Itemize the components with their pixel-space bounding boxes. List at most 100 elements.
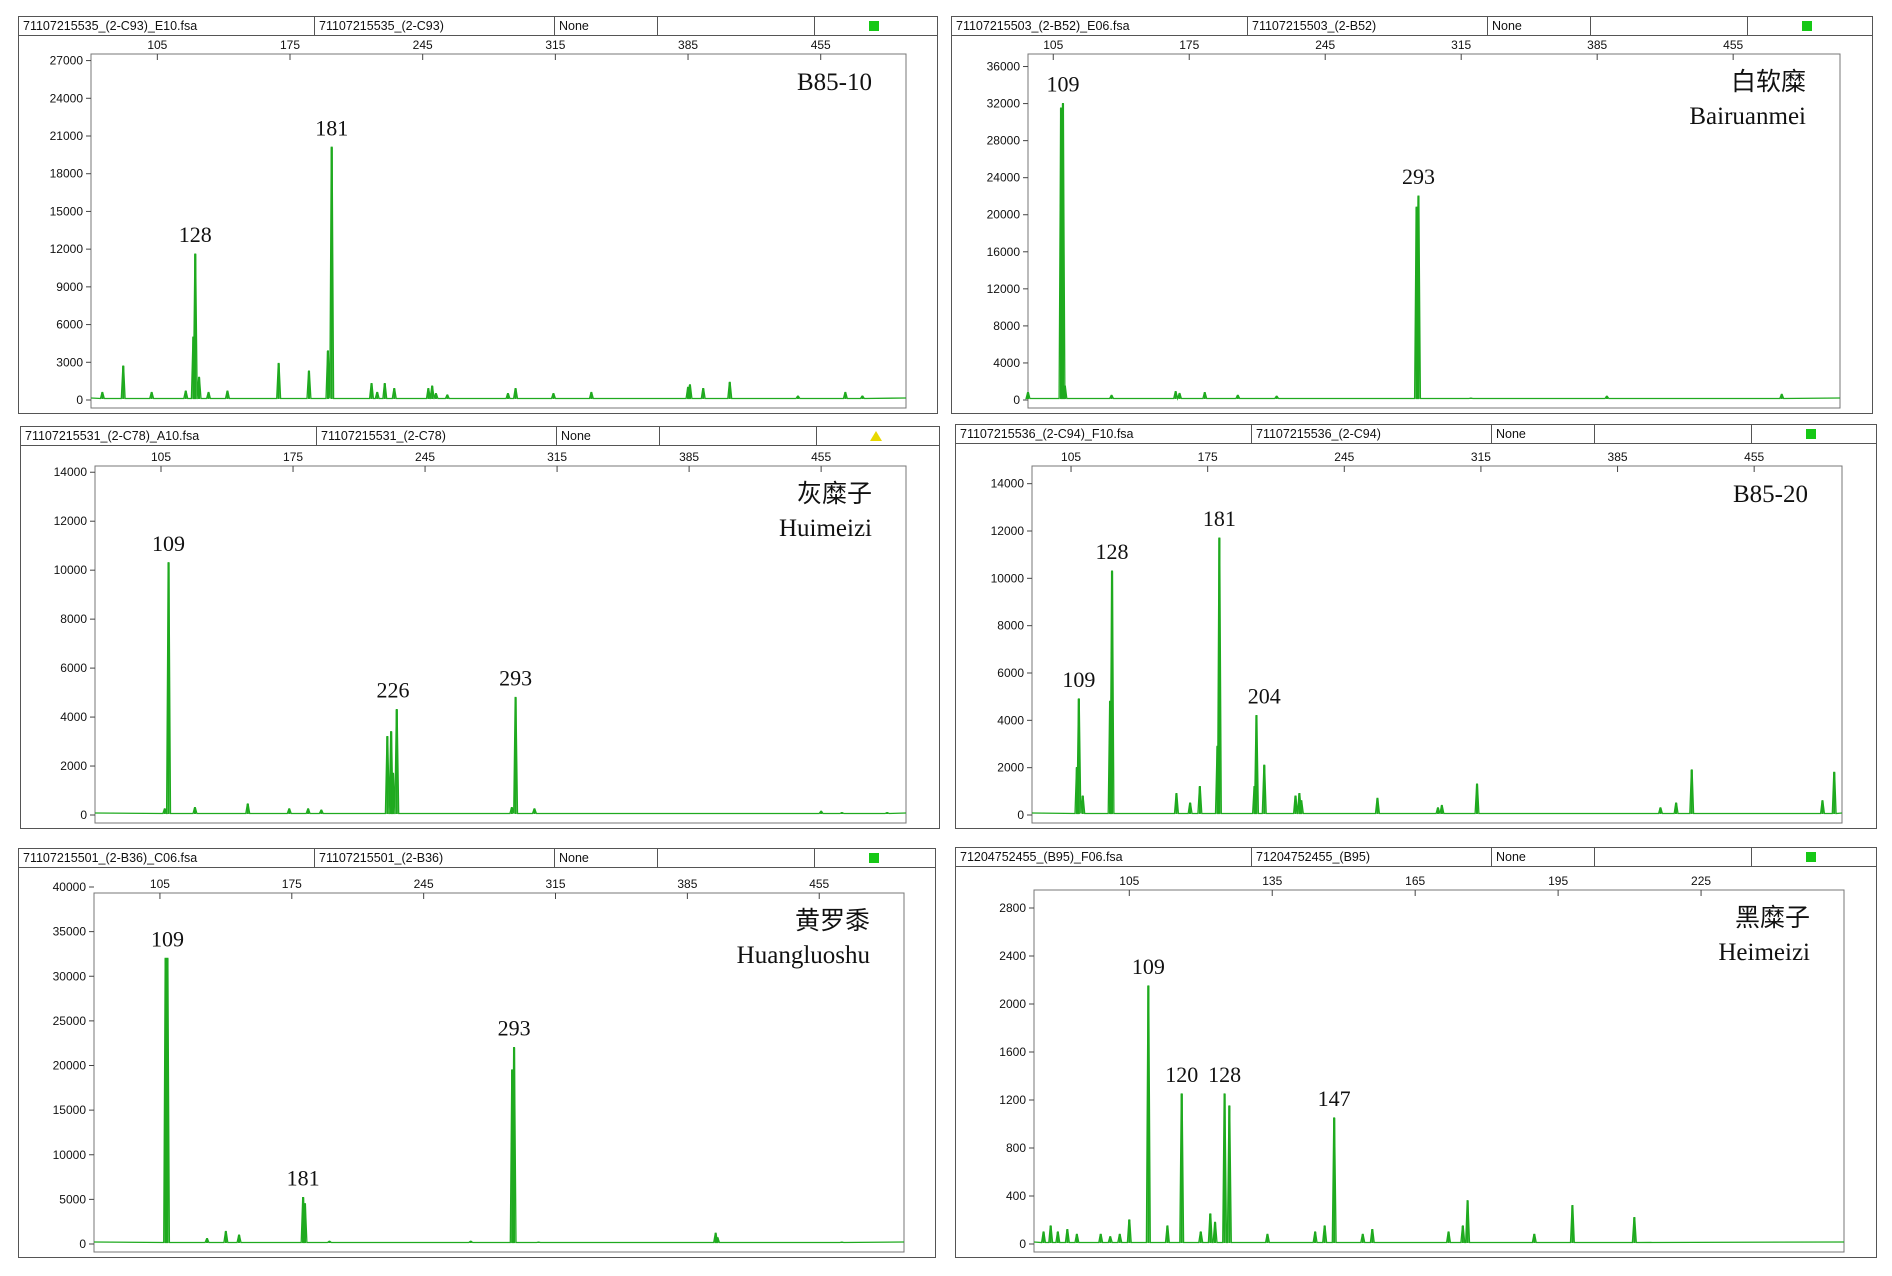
x-tick-label: 455 bbox=[1744, 450, 1764, 464]
peak-size-label: 181 bbox=[287, 1166, 320, 1191]
y-tick-label: 1200 bbox=[999, 1093, 1026, 1107]
peak-size-label: 120 bbox=[1165, 1062, 1198, 1087]
panel-header: 71107215536_(2-C94)_F10.fsa 71107215536_… bbox=[956, 425, 1876, 444]
y-tick-label: 0 bbox=[79, 1237, 86, 1251]
peak-size-label: 147 bbox=[1318, 1086, 1351, 1111]
x-tick-label: 385 bbox=[1608, 450, 1628, 464]
sample-name: 灰糜子 bbox=[797, 480, 872, 508]
y-tick-label: 2000 bbox=[997, 761, 1024, 775]
x-tick-label: 175 bbox=[283, 450, 303, 464]
size-standard: None bbox=[561, 429, 591, 443]
peak-size-label: 109 bbox=[152, 531, 185, 556]
plot-frame bbox=[90, 53, 907, 409]
size-standard: None bbox=[1492, 19, 1522, 33]
x-tick-label: 385 bbox=[678, 38, 698, 52]
sample-id: 71204752455_(B95) bbox=[1256, 850, 1370, 864]
y-tick-label: 12000 bbox=[54, 514, 88, 528]
x-tick-label: 315 bbox=[1451, 38, 1471, 52]
x-tick-label: 245 bbox=[414, 877, 434, 891]
peak-size-label: 293 bbox=[499, 665, 532, 690]
file-name: 71107215536_(2-C94)_F10.fsa bbox=[960, 427, 1134, 441]
x-tick-label: 315 bbox=[547, 450, 567, 464]
x-tick-label: 245 bbox=[1334, 450, 1354, 464]
y-tick-label: 1600 bbox=[999, 1045, 1026, 1059]
y-tick-label: 6000 bbox=[60, 661, 87, 675]
y-tick-label: 21000 bbox=[50, 129, 84, 143]
panel-6: 71204752455_(B95)_F06.fsa 71204752455_(B… bbox=[955, 847, 1877, 1258]
signal-trace bbox=[93, 957, 905, 1244]
y-tick-label: 10000 bbox=[53, 1148, 87, 1162]
x-tick-label: 105 bbox=[151, 450, 171, 464]
sample-name: 白软糜 bbox=[1731, 68, 1806, 96]
panel-4: 71107215536_(2-C94)_F10.fsa 71107215536_… bbox=[955, 424, 1877, 829]
peak-size-label: 109 bbox=[1132, 954, 1165, 979]
y-tick-label: 4000 bbox=[997, 713, 1024, 727]
size-standard: None bbox=[559, 19, 589, 33]
y-tick-label: 14000 bbox=[54, 465, 88, 479]
y-tick-label: 3000 bbox=[56, 355, 83, 369]
x-tick-label: 455 bbox=[809, 877, 829, 891]
y-tick-label: 25000 bbox=[53, 1014, 87, 1028]
x-tick-label: 225 bbox=[1691, 874, 1711, 888]
panel-header: 71204752455_(B95)_F06.fsa 71204752455_(B… bbox=[956, 848, 1876, 867]
electropherogram: 105 175 245 315 385 455 0 5000 10000 15000 20000 25… bbox=[53, 877, 905, 1253]
y-tick-label: 10000 bbox=[991, 571, 1025, 585]
x-tick-label: 315 bbox=[545, 877, 565, 891]
status-indicator-icon bbox=[1802, 21, 1812, 31]
y-tick-label: 10000 bbox=[54, 563, 88, 577]
x-tick-label: 165 bbox=[1405, 874, 1425, 888]
status-indicator-icon bbox=[869, 853, 879, 863]
x-tick-label: 385 bbox=[677, 877, 697, 891]
peak-size-label: 293 bbox=[1402, 164, 1435, 189]
peak-size-label: 293 bbox=[498, 1016, 531, 1041]
electropherogram: 105 175 245 315 385 455 0 2000 4000 6000 8000 10000… bbox=[54, 450, 907, 824]
x-tick-label: 385 bbox=[679, 450, 699, 464]
y-tick-label: 0 bbox=[80, 808, 87, 822]
sample-name: B85-10 bbox=[797, 69, 872, 96]
y-tick-label: 0 bbox=[1019, 1237, 1026, 1251]
y-tick-label: 8000 bbox=[997, 619, 1024, 633]
status-indicator-icon bbox=[1806, 852, 1816, 862]
y-tick-label: 35000 bbox=[53, 925, 87, 939]
x-tick-label: 105 bbox=[1043, 38, 1063, 52]
file-name: 71204752455_(B95)_F06.fsa bbox=[960, 850, 1123, 864]
sample-name: Huangluoshu bbox=[737, 942, 871, 969]
y-tick-label: 0 bbox=[76, 393, 83, 407]
peak-size-label: 226 bbox=[376, 678, 409, 703]
warning-triangle-icon bbox=[870, 431, 882, 441]
y-tick-label: 9000 bbox=[56, 280, 83, 294]
file-name: 71107215531_(2-C78)_A10.fsa bbox=[25, 429, 200, 443]
plot-frame bbox=[1031, 465, 1843, 824]
sample-id: 71107215503_(2-B52) bbox=[1252, 19, 1377, 33]
size-standard: None bbox=[1496, 850, 1526, 864]
sample-name: Bairuanmei bbox=[1689, 103, 1806, 130]
sample-name: Huimeizi bbox=[779, 515, 872, 542]
signal-trace bbox=[1033, 985, 1845, 1244]
peak-size-label: 109 bbox=[1062, 667, 1095, 692]
x-tick-label: 175 bbox=[1179, 38, 1199, 52]
y-tick-label: 8000 bbox=[60, 612, 87, 626]
x-tick-label: 245 bbox=[1315, 38, 1335, 52]
y-tick-label: 28000 bbox=[987, 134, 1021, 148]
peak-size-label: 109 bbox=[1046, 72, 1079, 97]
peak-size-label: 109 bbox=[151, 926, 184, 951]
peak-size-label: 128 bbox=[1096, 539, 1129, 564]
plot-frame bbox=[94, 465, 907, 824]
signal-trace bbox=[1025, 102, 1841, 401]
size-standard: None bbox=[559, 851, 589, 865]
y-tick-label: 8000 bbox=[993, 319, 1020, 333]
y-tick-label: 6000 bbox=[997, 666, 1024, 680]
x-tick-label: 315 bbox=[1471, 450, 1491, 464]
y-tick-label: 14000 bbox=[991, 477, 1025, 491]
y-tick-label: 27000 bbox=[50, 54, 84, 68]
x-tick-label: 455 bbox=[811, 38, 831, 52]
plot-frame bbox=[1033, 889, 1845, 1253]
x-tick-label: 135 bbox=[1262, 874, 1282, 888]
x-tick-label: 385 bbox=[1587, 38, 1607, 52]
y-tick-label: 6000 bbox=[56, 318, 83, 332]
x-tick-label: 195 bbox=[1548, 874, 1568, 888]
panel-3: 71107215531_(2-C78)_A10.fsa 71107215531_… bbox=[20, 426, 940, 829]
x-tick-label: 105 bbox=[147, 38, 167, 52]
electropherogram: 105 175 245 315 385 455 0 3000 6000 9000 12000 1500… bbox=[50, 38, 907, 409]
peak-size-label: 181 bbox=[1203, 506, 1236, 531]
